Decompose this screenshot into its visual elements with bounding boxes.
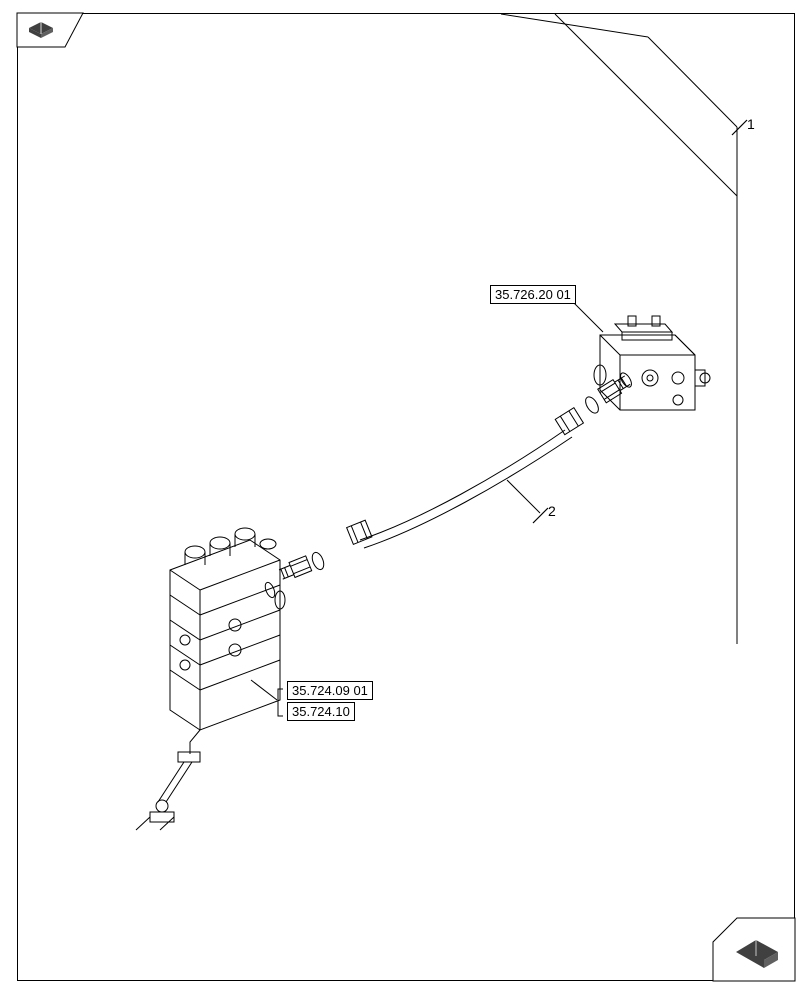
ref-box-mid-a: 35.724.09 01 bbox=[287, 681, 373, 700]
diagram-page: 1 2 35.726.20 01 35.724.09 01 35.724.10 bbox=[0, 0, 812, 1000]
callout-2-label: 2 bbox=[548, 503, 556, 519]
ref-box-mid-b: 35.724.10 bbox=[287, 702, 355, 721]
left-valve-stack bbox=[136, 528, 285, 830]
ref-box-top-right: 35.726.20 01 bbox=[490, 285, 576, 304]
mid-bracket-leader bbox=[251, 680, 283, 716]
callout-2-leader bbox=[507, 480, 548, 523]
callout-1-label: 1 bbox=[747, 116, 755, 132]
right-valve-block bbox=[594, 316, 710, 410]
hydraulic-hose bbox=[263, 371, 633, 599]
callout-1-leader-main bbox=[555, 14, 737, 196]
callout-1-leader bbox=[501, 14, 747, 644]
topright-box-leader bbox=[573, 302, 603, 332]
overlay-svg bbox=[0, 0, 812, 1000]
